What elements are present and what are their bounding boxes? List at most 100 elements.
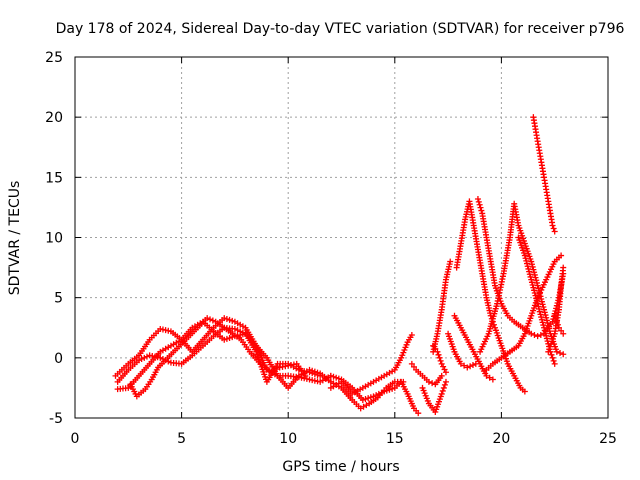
data-point-marker xyxy=(532,292,539,299)
data-point-marker xyxy=(560,351,567,358)
data-point-marker xyxy=(469,362,476,369)
data-point-marker xyxy=(439,387,446,394)
data-point-marker xyxy=(306,369,313,376)
x-tick-label: 15 xyxy=(386,431,404,447)
data-point-marker xyxy=(335,375,342,382)
data-point-marker xyxy=(475,198,482,205)
data-point-marker xyxy=(536,308,543,315)
chart-title: Day 178 of 2024, Sidereal Day-to-day VTE… xyxy=(56,21,625,37)
y-axis-label: SDTVAR / TECUs xyxy=(7,181,23,296)
data-point-marker xyxy=(141,354,148,361)
data-point-marker xyxy=(523,260,530,267)
data-point-marker xyxy=(531,289,538,296)
data-point-marker xyxy=(523,257,530,264)
data-point-marker xyxy=(538,314,545,321)
data-point-marker xyxy=(549,354,556,361)
data-point-marker xyxy=(365,395,372,402)
x-tick-label: 10 xyxy=(279,431,297,447)
data-point-marker xyxy=(476,201,483,208)
data-point-marker xyxy=(524,263,531,270)
data-point-marker xyxy=(539,319,546,326)
x-tick-label: 0 xyxy=(71,431,80,447)
grid xyxy=(75,57,608,418)
data-point-marker xyxy=(486,374,493,381)
data-point-marker xyxy=(540,322,547,329)
data-point-marker xyxy=(457,360,464,367)
data-point-marker xyxy=(546,325,553,332)
data-point-marker xyxy=(237,328,244,335)
data-point-marker xyxy=(359,396,366,403)
data-point-marker xyxy=(330,373,337,380)
data-point-marker xyxy=(386,386,393,393)
data-point-marker xyxy=(529,281,536,288)
data-point-marker xyxy=(415,410,422,417)
data-point-marker xyxy=(327,372,334,379)
data-point-marker xyxy=(542,330,549,337)
data-point-marker xyxy=(541,309,548,316)
data-point-marker xyxy=(553,305,560,312)
y-tick-label: -5 xyxy=(49,411,63,427)
y-tick-label: 10 xyxy=(45,231,63,247)
data-point-marker xyxy=(159,356,166,363)
data-point-marker xyxy=(209,317,216,324)
data-point-marker xyxy=(311,371,318,378)
data-point-marker xyxy=(550,225,557,232)
data-point-marker xyxy=(143,353,150,360)
data-point-marker xyxy=(553,318,560,325)
data-point-marker xyxy=(442,378,449,385)
data-point-marker xyxy=(541,306,548,313)
data-point-marker xyxy=(530,284,537,291)
data-point-marker xyxy=(560,330,567,337)
data-point-marker xyxy=(552,308,559,315)
data-point-marker xyxy=(478,207,485,214)
data-point-marker xyxy=(527,273,534,280)
data-point-marker xyxy=(525,265,532,272)
data-point-marker xyxy=(157,354,164,361)
data-point-marker xyxy=(522,255,529,262)
data-point-marker xyxy=(548,351,555,358)
data-point-marker xyxy=(543,335,550,342)
x-tick-label: 25 xyxy=(599,431,617,447)
data-point-marker xyxy=(531,331,538,338)
data-point-marker xyxy=(557,350,564,357)
data-point-marker xyxy=(408,331,415,338)
data-point-marker xyxy=(546,328,553,335)
axis-ticks: 0 5 10 15 20 25 -5 0 5 10 15 20 25 xyxy=(45,50,617,447)
data-point-marker xyxy=(539,301,546,308)
y-tick-label: 15 xyxy=(45,170,63,186)
data-point-marker xyxy=(538,296,545,303)
data-point-marker xyxy=(221,315,228,322)
data-point-marker xyxy=(229,317,236,324)
data-point-marker xyxy=(221,336,228,343)
data-point-marker xyxy=(226,334,233,341)
data-point-marker xyxy=(530,266,537,273)
y-tick-label: 25 xyxy=(45,50,63,66)
data-point-marker xyxy=(333,374,340,381)
data-point-marker xyxy=(528,261,535,268)
data-point-marker xyxy=(526,271,533,278)
data-point-marker xyxy=(531,271,538,278)
data-point-marker xyxy=(526,268,533,275)
data-point-marker xyxy=(531,287,538,294)
data-point-marker xyxy=(474,195,481,202)
data-point-marker xyxy=(521,388,528,395)
data-point-marker xyxy=(309,370,316,377)
data-point-marker xyxy=(532,274,539,281)
data-point-marker xyxy=(534,333,541,340)
data-point-marker xyxy=(541,327,548,334)
data-point-marker xyxy=(528,258,535,265)
data-point-marker xyxy=(540,304,547,311)
data-point-marker xyxy=(464,364,471,371)
data-point-marker xyxy=(438,372,445,379)
x-tick-label: 20 xyxy=(492,431,510,447)
data-point-marker xyxy=(529,263,536,270)
data-point-marker xyxy=(533,298,540,305)
data-point-marker xyxy=(528,330,535,337)
data-point-marker xyxy=(551,360,558,367)
data-point-marker xyxy=(430,342,437,349)
data-point-marker xyxy=(440,384,447,391)
y-tick-label: 5 xyxy=(54,291,63,307)
data-point-marker xyxy=(558,252,565,259)
